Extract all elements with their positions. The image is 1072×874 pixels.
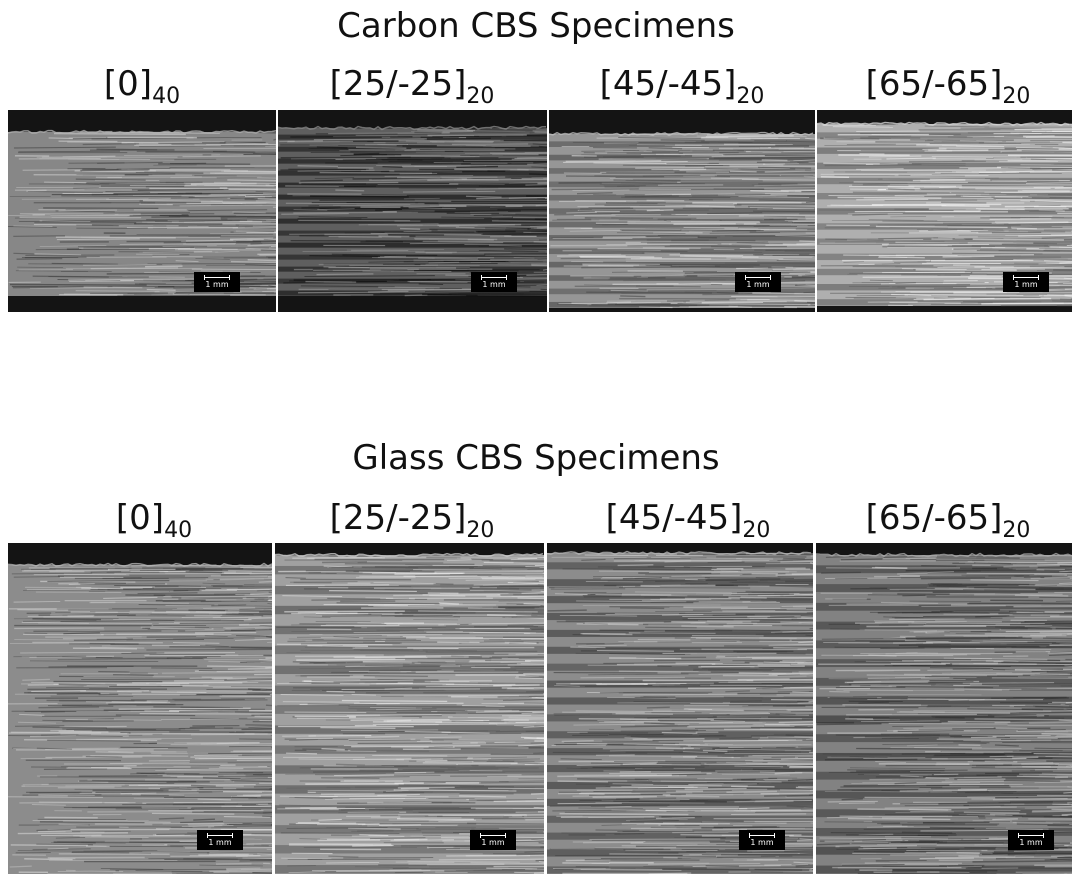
- label-subscript: 20: [466, 84, 495, 109]
- scale-bar-label: 1 mm: [1014, 280, 1038, 289]
- label-subscript: 40: [152, 84, 181, 109]
- scale-bar-line: [1018, 833, 1044, 838]
- label-text: [65/-65]: [865, 498, 1003, 538]
- scale-bar-line: [481, 275, 507, 280]
- scale-bar-line: [745, 275, 771, 280]
- carbon-label-45: [45/-45]20: [548, 64, 816, 117]
- label-subscript: 40: [164, 518, 193, 543]
- scale-bar: 1 mm: [197, 830, 243, 850]
- label-text: [65/-65]: [865, 64, 1003, 104]
- micrograph-texture: [817, 110, 1072, 312]
- scale-bar-label: 1 mm: [481, 838, 505, 847]
- scale-bar-line: [207, 833, 233, 838]
- carbon-label-0: [0]40: [8, 64, 276, 117]
- scale-bar: 1 mm: [194, 272, 240, 292]
- scale-bar-label: 1 mm: [208, 838, 232, 847]
- carbon-label-25: [25/-25]20: [278, 64, 546, 117]
- scale-bar-line: [480, 833, 506, 838]
- scale-bar-line: [749, 833, 775, 838]
- glass-micrograph-25: [275, 543, 544, 874]
- glass-label-25: [25/-25]20: [278, 498, 546, 551]
- carbon-micrograph-0: [8, 110, 276, 312]
- glass-label-45: [45/-45]20: [554, 498, 822, 551]
- carbon-label-65: [65/-65]20: [814, 64, 1072, 117]
- scale-bar: 1 mm: [1003, 272, 1049, 292]
- micrograph-texture: [547, 543, 813, 874]
- glass-micrograph-65: [816, 543, 1072, 874]
- scale-bar-label: 1 mm: [205, 280, 229, 289]
- scale-bar: 1 mm: [739, 830, 785, 850]
- scale-bar-line: [204, 275, 230, 280]
- scale-bar: 1 mm: [735, 272, 781, 292]
- label-subscript: 20: [742, 518, 771, 543]
- label-text: [45/-45]: [599, 64, 737, 104]
- scale-bar-label: 1 mm: [482, 280, 506, 289]
- glass-section-title: Glass CBS Specimens: [352, 438, 720, 478]
- label-text: [25/-25]: [329, 64, 467, 104]
- glass-label-65: [65/-65]20: [814, 498, 1072, 551]
- scale-bar: 1 mm: [470, 830, 516, 850]
- carbon-micrograph-65: [817, 110, 1072, 312]
- label-text: [25/-25]: [329, 498, 467, 538]
- scale-bar: 1 mm: [1008, 830, 1054, 850]
- micrograph-texture: [275, 543, 544, 874]
- glass-micrograph-0: [8, 543, 272, 874]
- carbon-section-title: Carbon CBS Specimens: [337, 6, 735, 46]
- label-text: [0]: [103, 64, 153, 104]
- scale-bar-label: 1 mm: [750, 838, 774, 847]
- scale-bar-line: [1013, 275, 1039, 280]
- scale-bar: 1 mm: [471, 272, 517, 292]
- label-subscript: 20: [736, 84, 765, 109]
- glass-label-0: [0]40: [20, 498, 288, 551]
- scale-bar-label: 1 mm: [1019, 838, 1043, 847]
- micrograph-texture: [8, 543, 272, 874]
- label-text: [0]: [115, 498, 165, 538]
- label-subscript: 20: [1002, 518, 1031, 543]
- label-subscript: 20: [1002, 84, 1031, 109]
- label-text: [45/-45]: [605, 498, 743, 538]
- glass-micrograph-45: [547, 543, 813, 874]
- micrograph-texture: [8, 110, 276, 312]
- scale-bar-label: 1 mm: [746, 280, 770, 289]
- micrograph-texture: [816, 543, 1072, 874]
- label-subscript: 20: [466, 518, 495, 543]
